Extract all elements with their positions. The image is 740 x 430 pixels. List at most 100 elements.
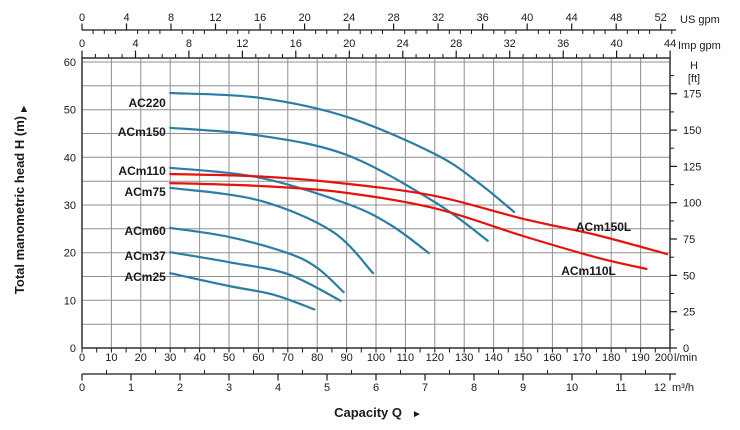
imp-gpm-tick-label: 8 xyxy=(186,38,192,50)
lmin-tick-label: 150 xyxy=(514,352,532,364)
head-m-tick-label: 10 xyxy=(64,295,76,307)
y-axis-title: Total manometric head H (m) xyxy=(12,116,27,294)
curve-ACm150L xyxy=(169,172,669,256)
head-m-tick-label: 50 xyxy=(64,105,76,117)
m3h-tick-label: 7 xyxy=(422,382,428,394)
m3h-tick-label: 12 xyxy=(654,382,666,394)
ft-tick-label: 125 xyxy=(683,161,701,173)
m3h-tick-label: 5 xyxy=(324,382,330,394)
m3h-tick-label: 3 xyxy=(226,382,232,394)
ft-tick-label: 50 xyxy=(683,270,695,282)
curve-label-ACm110: ACm110 xyxy=(118,164,166,178)
imp-gpm-unit-label: Imp gpm xyxy=(678,40,721,52)
curve-AC220 xyxy=(169,91,516,214)
ft-tick-label: 75 xyxy=(683,234,695,246)
ft-axis-unit-ft: [ft] xyxy=(688,73,700,85)
lmin-tick-label: 120 xyxy=(426,352,444,364)
lmin-unit-label: l/min xyxy=(674,352,697,364)
curve-ACm110 xyxy=(169,166,430,255)
us-gpm-tick-label: 28 xyxy=(387,12,399,24)
us-gpm-tick-label: 12 xyxy=(209,12,221,24)
m3h-tick-label: 9 xyxy=(520,382,526,394)
curve-ACm75 xyxy=(169,186,375,275)
imp-gpm-tick-label: 0 xyxy=(79,38,85,50)
us-gpm-tick-label: 44 xyxy=(566,12,578,24)
grid-lines xyxy=(82,58,670,348)
ft-axis-unit-h: H xyxy=(690,60,698,72)
lmin-tick-label: 170 xyxy=(573,352,591,364)
curve-label-ACm150: ACm150 xyxy=(118,125,166,139)
m3h-tick-label: 10 xyxy=(566,382,578,394)
ft-tick-label: 150 xyxy=(683,125,701,137)
curve-label-ACm37: ACm37 xyxy=(124,249,166,263)
lmin-tick-label: 90 xyxy=(340,352,352,364)
imp-gpm-tick-label: 32 xyxy=(504,38,516,50)
ft-tick-label: 0 xyxy=(683,343,689,355)
us-gpm-tick-label: 16 xyxy=(254,12,266,24)
lmin-tick-label: 130 xyxy=(455,352,473,364)
curve-ACm25 xyxy=(169,272,316,311)
curve-label-ACm110L: ACm110L xyxy=(561,264,616,278)
curve-ACm37 xyxy=(169,251,342,302)
ft-tick-label: 175 xyxy=(683,89,701,101)
head-m-tick-label: 0 xyxy=(70,343,76,355)
ft-tick-label: 100 xyxy=(683,198,701,210)
us-gpm-tick-label: 8 xyxy=(168,12,174,24)
lmin-tick-label: 10 xyxy=(105,352,117,364)
head-m-tick-label: 40 xyxy=(64,152,76,164)
us-gpm-unit-label: US gpm xyxy=(680,14,720,26)
imp-gpm-tick-label: 16 xyxy=(290,38,302,50)
imp-gpm-tick-label: 20 xyxy=(343,38,355,50)
m3h-tick-label: 0 xyxy=(79,382,85,394)
us-gpm-tick-label: 40 xyxy=(521,12,533,24)
imp-gpm-tick-label: 40 xyxy=(610,38,622,50)
lmin-tick-label: 70 xyxy=(282,352,294,364)
head-m-tick-label: 60 xyxy=(64,57,76,69)
m3h-unit-label: m³/h xyxy=(672,382,694,394)
lmin-tick-label: 80 xyxy=(311,352,323,364)
curve-label-ACm150L: ACm150L xyxy=(576,220,631,234)
lmin-tick-label: 30 xyxy=(164,352,176,364)
imp-gpm-tick-label: 12 xyxy=(236,38,248,50)
us-gpm-tick-label: 0 xyxy=(79,12,85,24)
lmin-tick-label: 140 xyxy=(484,352,502,364)
us-gpm-tick-label: 48 xyxy=(610,12,622,24)
head-m-tick-label: 20 xyxy=(64,248,76,260)
lmin-tick-label: 190 xyxy=(631,352,649,364)
us-gpm-tick-label: 20 xyxy=(298,12,310,24)
curve-label-AC220: AC220 xyxy=(128,96,166,110)
curve-ACm60 xyxy=(169,226,345,294)
m3h-tick-label: 4 xyxy=(275,382,281,394)
us-gpm-tick-label: 32 xyxy=(432,12,444,24)
head-m-tick-label: 30 xyxy=(64,200,76,212)
pump-curves xyxy=(169,91,669,311)
right-arrow-icon: ► xyxy=(412,409,422,420)
m3h-tick-label: 2 xyxy=(177,382,183,394)
imp-gpm-tick-label: 28 xyxy=(450,38,462,50)
axis-rulers xyxy=(81,23,677,381)
lmin-tick-label: 20 xyxy=(135,352,147,364)
imp-gpm-tick-label: 24 xyxy=(397,38,409,50)
lmin-tick-label: 110 xyxy=(397,352,415,364)
lmin-tick-label: 200 xyxy=(655,352,673,364)
curve-label-ACm75: ACm75 xyxy=(124,185,166,199)
lmin-tick-label: 0 xyxy=(79,352,85,364)
m3h-tick-label: 1 xyxy=(128,382,134,394)
curve-ACm110L xyxy=(169,182,648,270)
m3h-tick-label: 11 xyxy=(615,382,626,394)
us-gpm-tick-label: 52 xyxy=(655,12,667,24)
lmin-tick-label: 40 xyxy=(193,352,205,364)
curve-labels: AC220 ACm150 ACm110 ACm75 ACm60 ACm37 ACm25 ACm… xyxy=(118,96,631,284)
x-axis-title: Capacity Q ► xyxy=(334,405,422,420)
m3h-tick-label: 6 xyxy=(373,382,379,394)
imp-gpm-tick-label: 36 xyxy=(557,38,569,50)
us-gpm-tick-label: 24 xyxy=(343,12,355,24)
lmin-tick-label: 160 xyxy=(543,352,561,364)
lmin-tick-label: 180 xyxy=(602,352,620,364)
curve-label-ACm25: ACm25 xyxy=(124,270,166,284)
imp-gpm-tick-label: 44 xyxy=(664,38,676,50)
axis-tick-labels: 0 4 8 12 16 20 24 28 32 36 40 44 48 520 4 8 12 16 20 24 28 32… xyxy=(64,12,702,394)
ft-tick-label: 25 xyxy=(683,307,695,319)
